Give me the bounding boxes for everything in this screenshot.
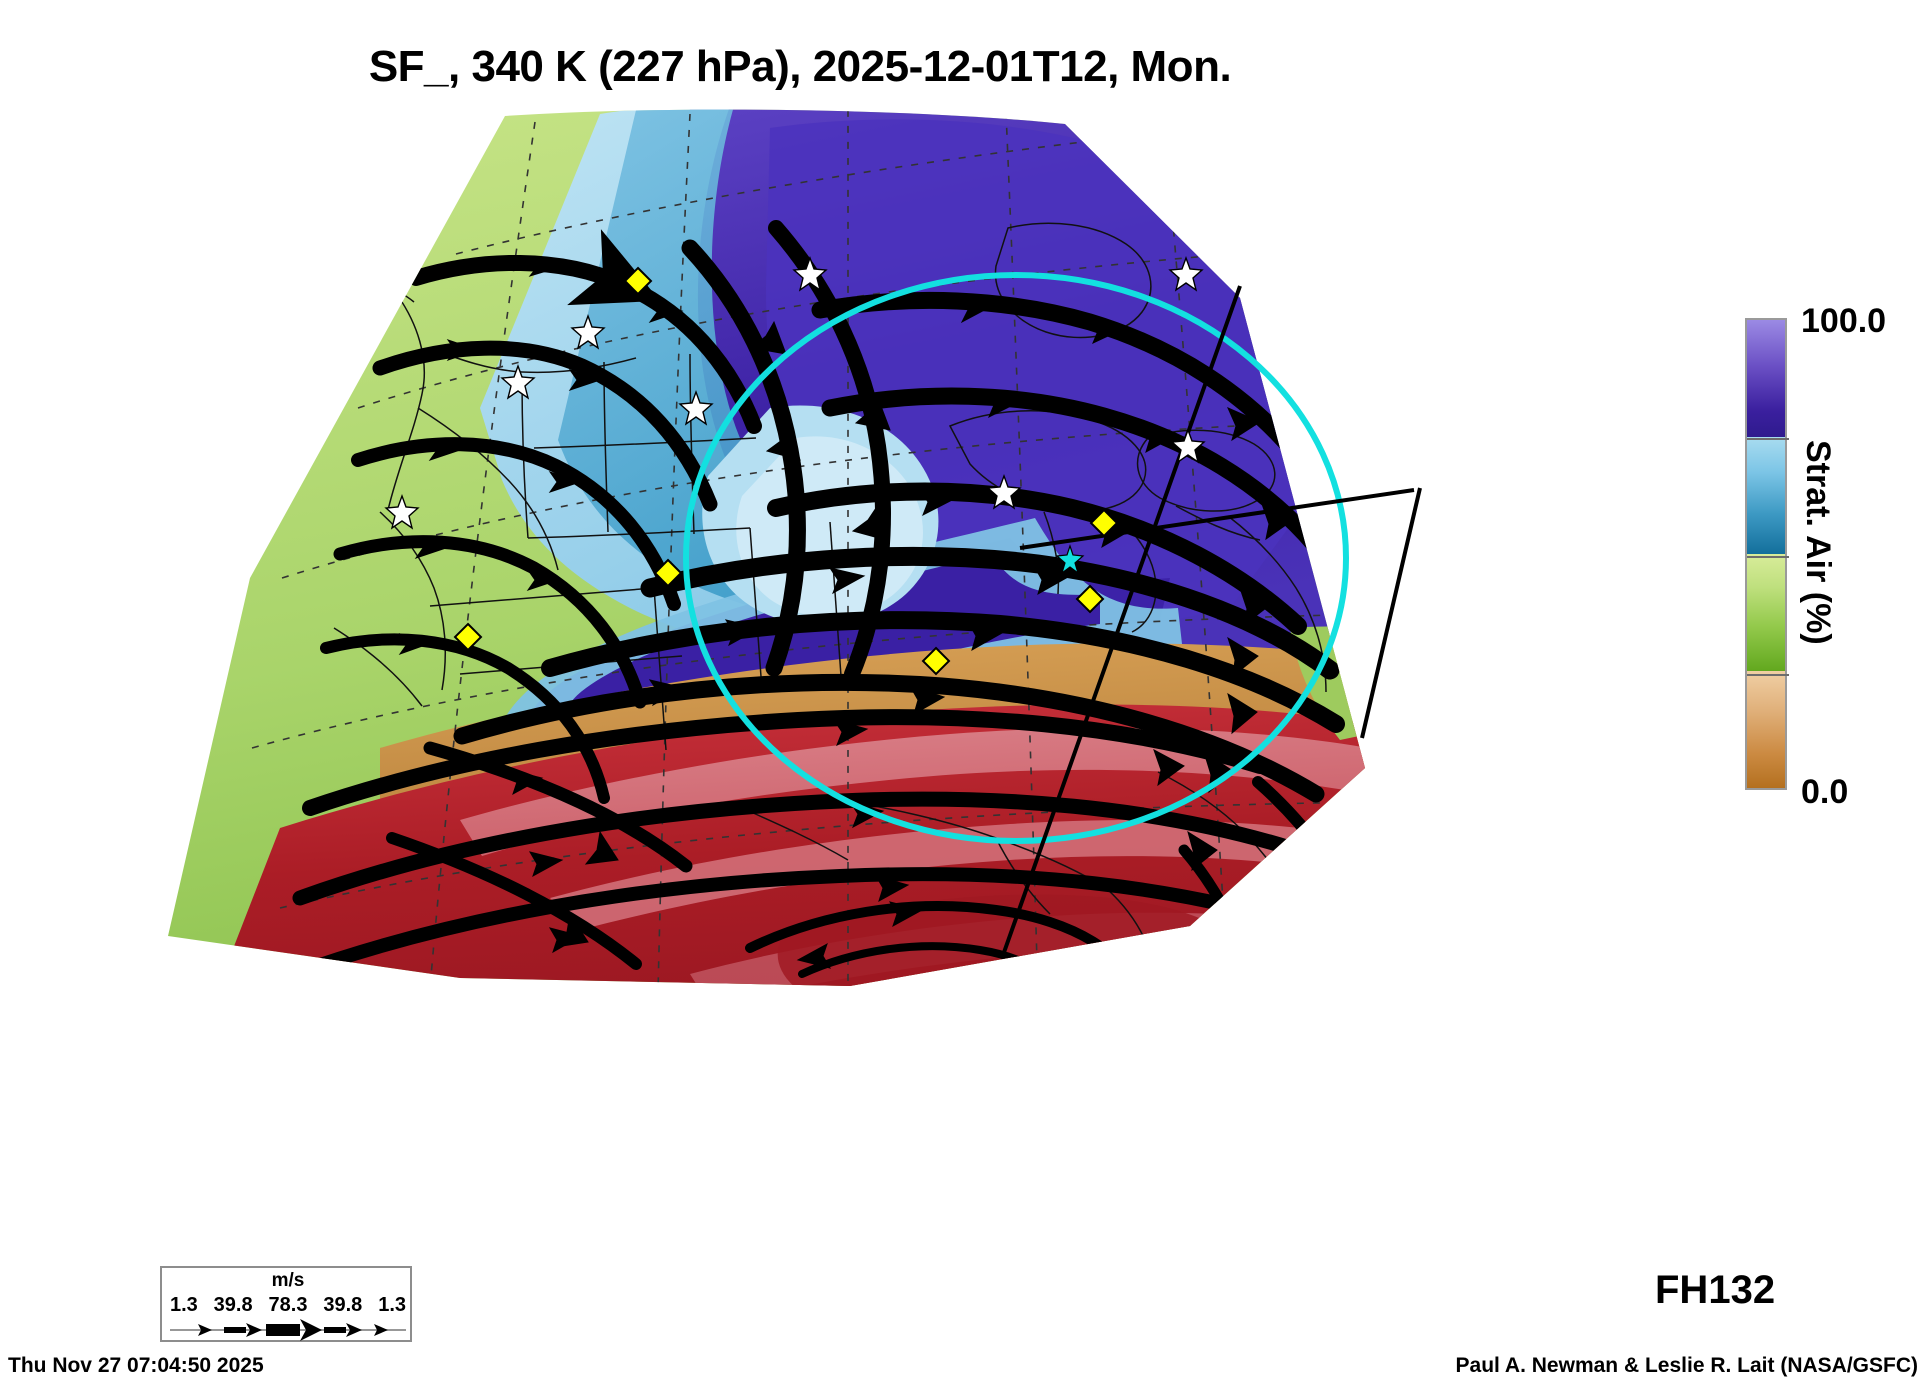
credit-line: Paul A. Newman & Leslie R. Lait (NASA/GS… <box>1455 1354 1918 1377</box>
colorbar-segment-blue <box>1747 437 1785 554</box>
stratospheric-air-map[interactable] <box>130 108 1550 1008</box>
diamond-marker[interactable] <box>453 622 483 652</box>
page-title: SF_, 340 K (227 hPa), 2025-12-01T12, Mon… <box>368 42 1232 91</box>
forecast-hour-label: FH132 <box>1655 1268 1776 1312</box>
colorbar-min-label: 0.0 <box>1801 773 1849 811</box>
star-marker[interactable] <box>1168 255 1204 292</box>
colorbar[interactable]: 100.0 0.0 Strat. Air (%) <box>1745 302 1925 811</box>
colorbar-axis-title: Strat. Air (%) <box>1799 440 1837 645</box>
flight-track-2[interactable] <box>1360 487 1422 739</box>
star-marker[interactable] <box>792 255 828 292</box>
flight-track-3[interactable] <box>1019 488 1415 550</box>
diamond-marker[interactable] <box>1089 508 1119 538</box>
star-marker[interactable] <box>500 363 536 400</box>
colorbar-tick <box>1747 556 1789 558</box>
field-band-pink-2 <box>550 820 1364 930</box>
diamond-markers[interactable] <box>453 266 1119 676</box>
wind-legend-arrow-scale <box>170 1319 406 1341</box>
star-marker[interactable] <box>1170 427 1206 464</box>
colorbar-max-label: 100.0 <box>1801 302 1887 340</box>
flight-range-circle[interactable] <box>683 272 1349 844</box>
site-markers[interactable] <box>384 255 1206 676</box>
aircraft-position-star[interactable] <box>1055 544 1085 575</box>
colorbar-tick <box>1747 438 1789 440</box>
map-panel[interactable] <box>130 108 1550 1008</box>
colorbar-segment-brown <box>1747 671 1785 788</box>
flight-overlay[interactable] <box>683 272 1422 959</box>
render-timestamp: Thu Nov 27 07:04:50 2025 <box>8 1354 264 1377</box>
diamond-marker[interactable] <box>653 558 683 588</box>
wind-legend-value: 1.3 <box>378 1294 407 1316</box>
star-marker[interactable] <box>384 493 420 530</box>
diamond-marker[interactable] <box>623 266 653 296</box>
flight-track-1[interactable] <box>1000 285 1242 959</box>
colorbar-segment-purple <box>1747 320 1785 437</box>
wind-legend-value: 78.3 <box>268 1294 308 1316</box>
wind-legend-value: 39.8 <box>213 1294 253 1316</box>
colorbar-gradient[interactable] <box>1745 318 1789 790</box>
colorbar-segment-green <box>1747 554 1785 671</box>
wind-legend-values: 1.3 39.8 78.3 39.8 1.3 <box>162 1294 414 1317</box>
star-marker[interactable] <box>678 389 714 426</box>
field-band-pink-1 <box>460 727 1365 856</box>
diamond-marker[interactable] <box>1075 584 1105 614</box>
colorbar-tick <box>1747 674 1789 676</box>
diamond-marker[interactable] <box>921 646 951 676</box>
wind-speed-legend: m/s 1.3 39.8 78.3 39.8 1.3 <box>160 1266 412 1342</box>
star-markers[interactable] <box>384 255 1206 530</box>
wind-legend-value: 1.3 <box>169 1294 198 1316</box>
star-marker[interactable] <box>986 473 1022 510</box>
wind-legend-unit: m/s <box>271 1270 305 1291</box>
wind-legend-value: 39.8 <box>323 1294 363 1316</box>
star-marker[interactable] <box>570 313 606 350</box>
